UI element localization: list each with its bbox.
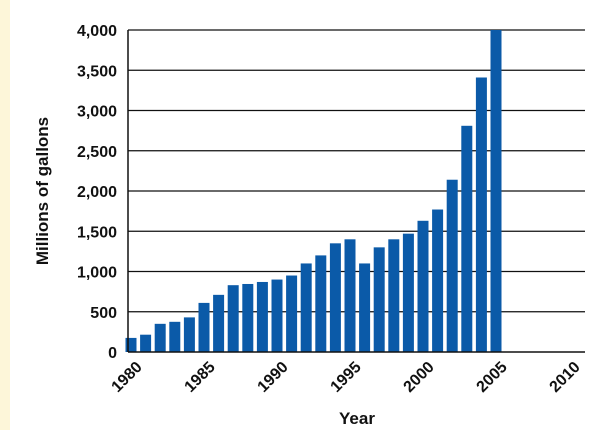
y-tick-label: 0 (108, 345, 117, 362)
bar (286, 275, 298, 352)
bar (242, 283, 254, 352)
y-tick-label: 3,500 (77, 63, 117, 80)
bar (140, 334, 152, 352)
y-tick-label: 2,000 (77, 184, 117, 201)
x-tick-label: 2000 (401, 359, 438, 396)
x-axis-label: Year (339, 409, 375, 428)
y-axis-label: Millions of gallons (33, 117, 52, 265)
bar (446, 179, 458, 352)
gridlines (128, 29, 585, 313)
bar (271, 279, 283, 352)
x-tick-label: 1985 (182, 359, 219, 396)
y-tick-label: 1,500 (77, 224, 117, 241)
bar (388, 239, 400, 352)
y-tick-label: 3,000 (77, 104, 117, 121)
bar (344, 239, 356, 352)
bar (373, 247, 385, 352)
x-tick-label: 2010 (547, 359, 584, 396)
x-tick-label: 2005 (474, 359, 511, 396)
bar (432, 209, 444, 352)
bar (490, 30, 502, 352)
x-tick-label: 1995 (328, 359, 365, 396)
y-tick-label: 500 (90, 305, 117, 322)
bar (402, 233, 414, 352)
y-tick-label: 4,000 (77, 23, 117, 40)
bar (183, 317, 195, 352)
bar (329, 243, 341, 352)
x-tick-labels: 1980 1985 1990 1995 2000 2005 2010 (109, 359, 584, 396)
bar (169, 321, 181, 352)
bar (475, 77, 487, 353)
bar (125, 337, 137, 352)
bar (315, 255, 327, 352)
bar (359, 263, 371, 352)
bar (198, 302, 210, 352)
y-tick-label: 1,000 (77, 265, 117, 282)
axes (127, 30, 585, 353)
left-margin-strip (0, 0, 10, 430)
bar (213, 294, 225, 352)
y-tick-labels: 0 500 1,000 1,500 2,000 2,500 3,000 3,500 4,000 (77, 23, 117, 362)
bars (125, 30, 502, 353)
bar (154, 323, 166, 352)
x-tick-label: 1990 (255, 359, 292, 396)
bar (256, 281, 268, 352)
bar (300, 263, 312, 352)
bar (417, 220, 429, 352)
bar (227, 285, 239, 352)
bar (461, 125, 473, 352)
x-tick-label: 1980 (109, 359, 146, 396)
y-tick-label: 2,500 (77, 144, 117, 161)
